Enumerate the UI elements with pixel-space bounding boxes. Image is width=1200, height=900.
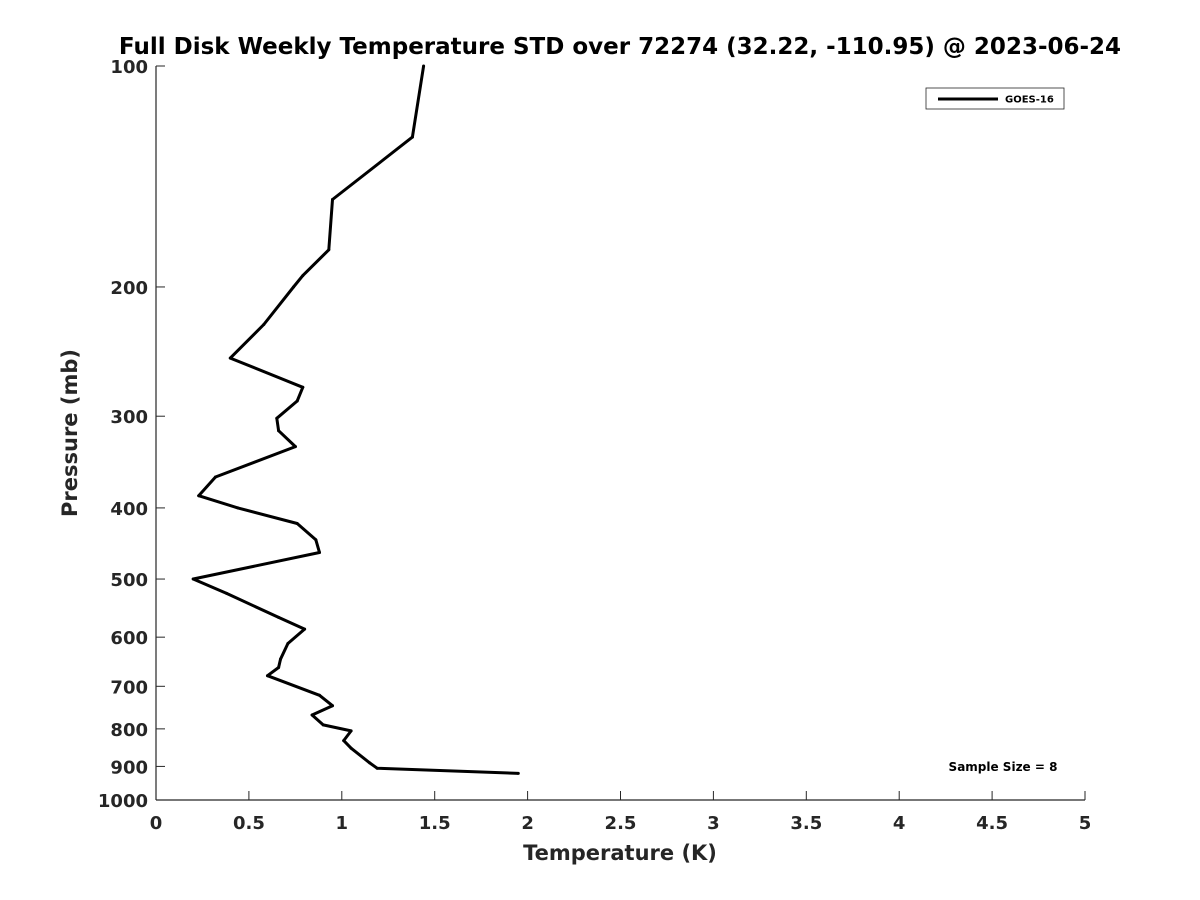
data-point [293, 445, 297, 449]
x-tick-label: 3.5 [790, 813, 822, 834]
legend-entry: GOES-16 [1005, 95, 1054, 106]
y-tick-label: 100 [110, 57, 148, 78]
data-point [314, 538, 318, 542]
data-point [236, 506, 240, 510]
y-tick-label: 900 [110, 757, 148, 778]
x-tick-label: 4 [893, 813, 906, 834]
data-point [342, 739, 346, 743]
data-point [318, 693, 321, 697]
data-point [277, 615, 281, 619]
data-point [310, 713, 314, 717]
x-tick-label: 0.5 [233, 813, 265, 834]
data-point [275, 416, 279, 420]
data-point [422, 64, 426, 68]
x-tick-label: 5 [1079, 813, 1092, 834]
data-point [279, 657, 282, 661]
x-tick-label: 0 [150, 813, 163, 834]
data-point [277, 429, 281, 433]
data-point [410, 135, 414, 139]
x-tick-label: 3 [707, 813, 720, 834]
data-point [301, 274, 305, 278]
y-tick-label: 200 [110, 278, 148, 299]
series-layer [191, 64, 520, 775]
y-tick-label: 800 [110, 720, 148, 741]
chart-title: Full Disk Weekly Temperature STD over 72… [119, 34, 1121, 60]
x-tick-label: 2.5 [605, 813, 637, 834]
y-tick-label: 600 [110, 628, 148, 649]
y-tick-label: 300 [110, 407, 148, 428]
data-point [327, 248, 331, 252]
data-point [277, 666, 281, 669]
x-tick-label: 1 [336, 813, 349, 834]
y-tick-label: 1000 [98, 791, 148, 812]
sample-size-annotation: Sample Size = 8 [949, 760, 1058, 774]
data-point [321, 723, 325, 727]
y-axis-label: Pressure (mb) [58, 349, 82, 517]
data-point [349, 746, 353, 750]
data-point [331, 198, 334, 201]
data-point [318, 551, 321, 554]
data-point [228, 356, 232, 360]
y-tick-label: 500 [110, 570, 148, 591]
data-point [516, 771, 520, 775]
data-point [292, 285, 295, 289]
data-point [368, 761, 372, 765]
data-point [331, 704, 334, 708]
data-point [214, 475, 217, 479]
data-point [191, 577, 195, 581]
data-point [303, 627, 307, 631]
data-point [197, 494, 201, 498]
data-point [266, 674, 269, 678]
data-point [225, 591, 229, 595]
data-point [349, 729, 353, 733]
data-point [286, 642, 290, 645]
x-ticks: 0 0.5 1 1.5 2 2.5 3 3.5 4 4.5 5 [150, 791, 1092, 834]
x-tick-label: 2 [521, 813, 534, 834]
legend: GOES-16 [925, 87, 1065, 110]
data-point [295, 522, 299, 525]
x-tick-label: 4.5 [976, 813, 1008, 834]
data-point [295, 399, 299, 403]
y-tick-label: 700 [110, 677, 148, 698]
y-ticks: 100 200 300 400 500 600 700 800 900 1000 [98, 57, 165, 812]
x-tick-label: 1.5 [419, 813, 451, 834]
data-point [375, 766, 379, 770]
y-tick-label: 400 [110, 499, 148, 520]
x-axis-label: Temperature (K) [523, 841, 717, 865]
data-point [301, 385, 305, 389]
data-point [262, 323, 266, 326]
